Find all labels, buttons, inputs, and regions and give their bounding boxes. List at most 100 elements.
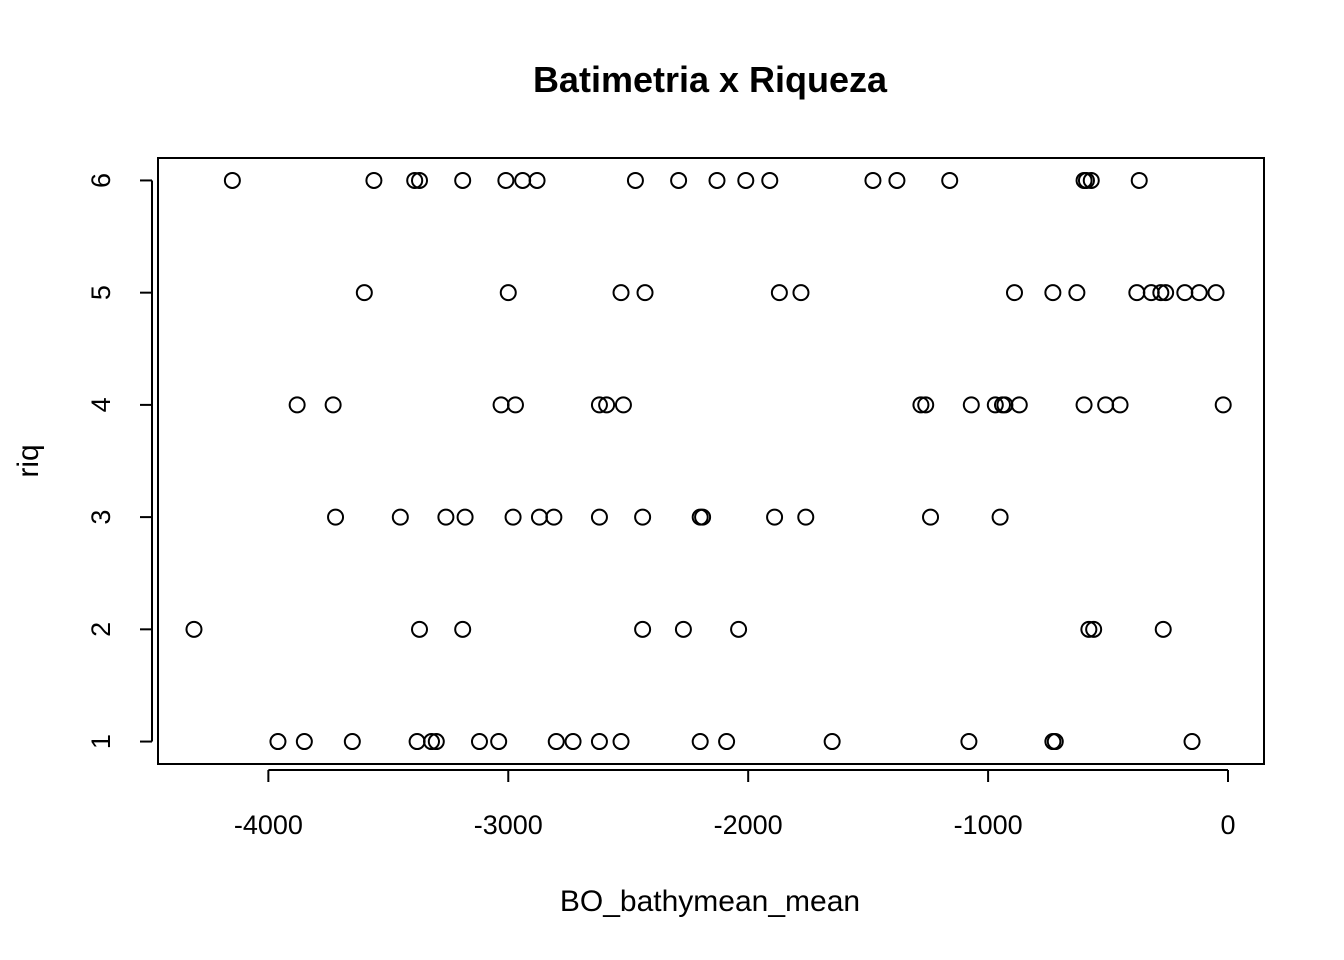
data-points (185, 171, 1232, 751)
data-point (1097, 396, 1115, 414)
x-tick-label: -4000 (234, 810, 303, 840)
data-point (766, 508, 784, 526)
data-point (674, 620, 692, 638)
data-point (355, 284, 373, 302)
data-point (406, 171, 424, 189)
data-point (423, 733, 441, 751)
x-axis-label: BO_bathymean_mean (560, 885, 860, 918)
data-point (295, 733, 313, 751)
data-point (708, 171, 726, 189)
data-point (454, 171, 472, 189)
data-point (1130, 171, 1148, 189)
data-point (962, 396, 980, 414)
y-axis: 1 2 3 4 5 6 (86, 173, 153, 749)
data-point (327, 508, 345, 526)
data-point (324, 396, 342, 414)
data-point (1214, 396, 1232, 414)
data-point (1111, 396, 1129, 414)
data-point (269, 733, 287, 751)
data-point (864, 171, 882, 189)
data-point (1068, 284, 1086, 302)
data-point (941, 171, 959, 189)
data-point (1152, 284, 1170, 302)
data-point (1176, 284, 1194, 302)
data-point (612, 733, 630, 751)
data-point (912, 396, 930, 414)
data-point (1207, 284, 1225, 302)
data-point (185, 620, 203, 638)
plot-frame (157, 157, 1265, 765)
y-tick-label: 1 (86, 734, 116, 749)
data-point (492, 396, 510, 414)
data-point (1157, 284, 1175, 302)
data-point (986, 396, 1004, 414)
data-point (1082, 171, 1100, 189)
x-tick-label: -1000 (954, 810, 1023, 840)
data-point (411, 620, 429, 638)
data-point (490, 733, 508, 751)
data-point (634, 620, 652, 638)
data-point (506, 396, 524, 414)
data-point (343, 733, 361, 751)
y-tick-label: 6 (86, 173, 116, 188)
data-point (411, 171, 429, 189)
data-point (598, 396, 616, 414)
data-point (456, 508, 474, 526)
data-point (626, 171, 644, 189)
data-point (564, 733, 582, 751)
data-point (1046, 733, 1064, 751)
data-point (365, 171, 383, 189)
data-point (917, 396, 935, 414)
data-point (427, 733, 445, 751)
data-point (792, 284, 810, 302)
data-point (797, 508, 815, 526)
data-point (454, 620, 472, 638)
x-tick-label: -3000 (474, 810, 543, 840)
data-point (761, 171, 779, 189)
data-point (614, 396, 632, 414)
x-tick-label: -2000 (714, 810, 783, 840)
data-point (437, 508, 455, 526)
x-tick-label: 0 (1220, 810, 1235, 840)
data-point (391, 508, 409, 526)
data-point (691, 733, 709, 751)
data-point (514, 171, 532, 189)
data-point (888, 171, 906, 189)
data-point (590, 396, 608, 414)
data-point (960, 733, 978, 751)
data-point (547, 733, 565, 751)
data-point (1183, 733, 1201, 751)
y-tick-label: 3 (86, 510, 116, 525)
data-point (1075, 396, 1093, 414)
data-point (730, 620, 748, 638)
data-point (636, 284, 654, 302)
data-point (612, 284, 630, 302)
data-point (770, 284, 788, 302)
data-point (991, 508, 1009, 526)
data-point (504, 508, 522, 526)
data-point (737, 171, 755, 189)
chart-title: Batimetria x Riqueza (533, 59, 888, 100)
data-point (497, 171, 515, 189)
data-point (1077, 171, 1095, 189)
data-point (823, 733, 841, 751)
data-point (1154, 620, 1172, 638)
data-point (590, 508, 608, 526)
data-point (1005, 284, 1023, 302)
data-point (545, 508, 563, 526)
data-point (1010, 396, 1028, 414)
data-point (530, 508, 548, 526)
data-point (634, 508, 652, 526)
data-point (408, 733, 426, 751)
data-point (718, 733, 736, 751)
data-point (528, 171, 546, 189)
y-tick-label: 4 (86, 397, 116, 412)
data-point (499, 284, 517, 302)
data-point (590, 733, 608, 751)
data-point (470, 733, 488, 751)
data-point (1190, 284, 1208, 302)
y-tick-label: 2 (86, 622, 116, 637)
data-point (694, 508, 712, 526)
data-point (1080, 620, 1098, 638)
